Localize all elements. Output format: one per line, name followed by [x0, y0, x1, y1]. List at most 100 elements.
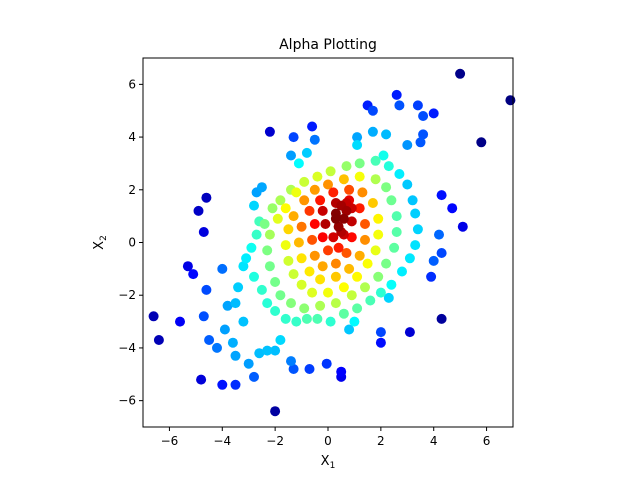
scatter-point: [365, 295, 376, 306]
scatter-point: [389, 242, 400, 253]
scatter-point: [304, 266, 315, 277]
scatter-point: [217, 263, 228, 274]
scatter-point: [153, 335, 164, 345]
scatter-point: [256, 182, 267, 193]
scatter-point: [312, 313, 323, 324]
scatter-point: [455, 68, 466, 79]
scatter-point: [360, 282, 370, 293]
scatter-point: [354, 250, 365, 261]
scatter-point: [338, 282, 349, 293]
scatter-point: [436, 190, 447, 201]
scatter-point: [370, 155, 381, 166]
scatter-point: [301, 147, 312, 158]
scatter-point: [249, 271, 259, 282]
scatter-point: [301, 313, 312, 324]
ticks-layer: −6 −4 −2 0 2 4 6 −6 −4 −2 0 2 4 6: [118, 77, 490, 448]
scatter-point: [397, 266, 407, 277]
scatter-point: [238, 316, 249, 327]
scatter-point: [367, 126, 378, 137]
scatter-point: [175, 316, 185, 327]
scatter-point: [404, 327, 415, 338]
scatter-point: [230, 298, 241, 309]
x-tick-label: 6: [483, 434, 491, 448]
scatter-point: [476, 137, 487, 148]
scatter-point: [338, 308, 349, 319]
scatter-point: [328, 232, 339, 243]
scatter-point: [418, 111, 429, 121]
scatter-point: [341, 205, 352, 216]
scatter-point: [286, 150, 296, 161]
y-tick-label: −6: [118, 394, 136, 408]
scatter-point: [230, 379, 241, 390]
scatter-point: [299, 303, 310, 314]
scatter-point: [357, 187, 368, 198]
scatter-point: [246, 242, 257, 253]
scatter-point: [299, 176, 310, 187]
scatter-point: [428, 255, 439, 266]
scatter-point: [381, 129, 392, 140]
scatter-point: [436, 313, 447, 324]
scatter-point: [317, 261, 328, 272]
scatter-point: [370, 245, 381, 256]
scatter-point: [344, 184, 355, 195]
y-tick-label: −2: [118, 288, 136, 302]
scatter-point: [291, 316, 302, 327]
scatter-point: [415, 137, 426, 148]
scatter-point: [436, 248, 447, 258]
scatter-point: [307, 234, 318, 245]
scatter-point: [391, 227, 402, 237]
scatter-point: [286, 298, 296, 309]
scatter-point: [447, 203, 458, 214]
scatter-point: [254, 348, 265, 359]
scatter-point: [270, 277, 281, 287]
scatter-point: [309, 219, 320, 229]
scatter-point: [373, 271, 384, 282]
x-axis-label-sub: 1: [330, 461, 336, 471]
scatter-point: [410, 208, 421, 219]
scatter-point: [407, 195, 418, 206]
scatter-point: [352, 303, 363, 314]
scatter-point: [317, 205, 328, 216]
scatter-point: [182, 261, 193, 272]
scatter-point: [394, 169, 405, 179]
scatter-point: [381, 258, 392, 269]
scatter-point: [270, 306, 281, 316]
scatter-point: [262, 245, 273, 256]
scatter-point: [330, 213, 341, 224]
scatter-point: [238, 261, 249, 272]
scatter-point: [188, 269, 199, 280]
scatter-point: [426, 271, 437, 282]
scatter-point: [291, 187, 302, 198]
scatter-point: [259, 219, 270, 229]
scatter-point: [328, 187, 339, 198]
scatter-point: [418, 129, 429, 140]
scatter-point: [193, 205, 204, 216]
scatter-point: [201, 284, 212, 295]
scatter-point: [325, 166, 336, 177]
scatter-point: [286, 356, 296, 367]
scatter-point: [267, 203, 278, 214]
scatter-point: [386, 195, 397, 206]
scatter-point: [394, 100, 405, 111]
scatter-point: [373, 213, 384, 224]
scatter-point: [344, 263, 355, 274]
scatter-point: [341, 248, 352, 258]
scatter-point: [428, 108, 439, 119]
scatter-point: [256, 284, 267, 295]
scatter-point: [375, 337, 386, 348]
scatter-point: [373, 229, 384, 240]
scatter-point: [323, 179, 333, 190]
scatter-point: [249, 371, 259, 382]
scatter-point: [323, 245, 333, 256]
scatter-point: [346, 290, 357, 301]
y-axis-label-sub: 2: [99, 235, 109, 241]
scatter-point: [204, 335, 215, 345]
scatter-point: [457, 221, 468, 232]
scatter-point: [338, 174, 349, 185]
scatter-point: [280, 313, 291, 324]
scatter-point: [360, 219, 370, 229]
scatter-point: [315, 300, 326, 311]
scatter-point: [352, 132, 363, 143]
scatter-point: [148, 311, 159, 322]
